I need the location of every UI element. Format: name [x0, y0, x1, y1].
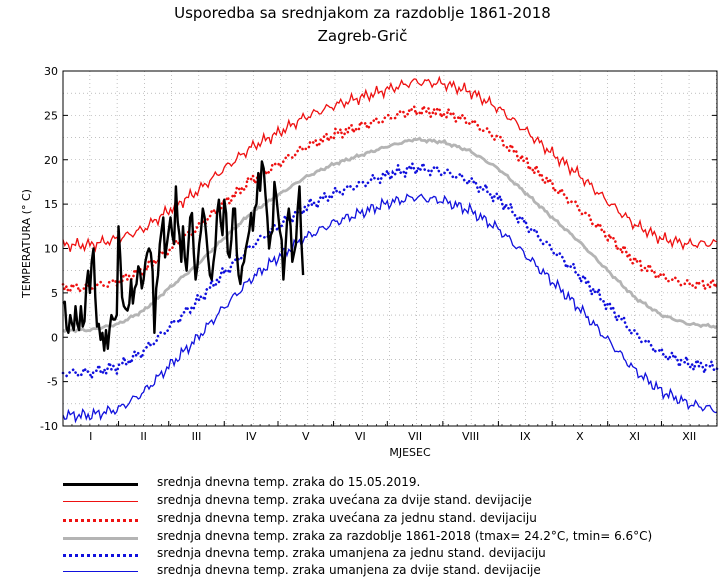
y-tick-label: -10 — [40, 420, 58, 433]
chart-subtitle: Zagreb-Grič — [317, 27, 408, 45]
x-tick-label: V — [302, 430, 310, 443]
x-tick-label: VII — [408, 430, 422, 443]
x-tick-label: VI — [355, 430, 366, 443]
legend-swatch — [63, 483, 138, 486]
y-tick-label: 25 — [44, 109, 58, 122]
y-tick-label: 20 — [44, 154, 58, 167]
x-tick-label: X — [576, 430, 584, 443]
series-plus-1sd-line — [61, 102, 719, 295]
legend-label: srednja dnevna temp. zraka umanjena za d… — [157, 563, 541, 577]
y-tick-label: 30 — [44, 65, 58, 78]
series-2019-line — [62, 160, 305, 352]
x-axis-label: MJESEC — [389, 446, 431, 459]
series-minus-1sd-line — [61, 158, 719, 383]
legend-swatch — [63, 537, 138, 540]
x-tick-label: II — [140, 430, 147, 443]
x-tick-label: III — [192, 430, 202, 443]
y-tick-label: 15 — [44, 198, 58, 211]
y-tick-label: -5 — [47, 376, 58, 389]
series-plus-2sd-line — [62, 75, 718, 253]
legend-label: srednja dnevna temp. zraka uvećana za je… — [157, 511, 537, 525]
y-tick-label: 0 — [51, 331, 58, 344]
legend-label: srednja dnevna temp. zraka uvećana za dv… — [157, 493, 532, 507]
y-tick-label: 5 — [51, 287, 58, 300]
x-tick-label: VIII — [462, 430, 479, 443]
x-tick-label: IV — [246, 430, 257, 443]
x-tick-label: XI — [629, 430, 640, 443]
legend-swatch — [63, 519, 138, 522]
legend-swatch — [63, 571, 138, 572]
legend-label: srednja dnevna temp. zraka umanjena za j… — [157, 546, 546, 560]
legend-label: srednja dnevna temp. zraka za razdoblje … — [157, 529, 653, 543]
series-mean-line — [62, 136, 718, 334]
x-tick-label: XII — [682, 430, 696, 443]
x-tick-label: IX — [520, 430, 531, 443]
series-minus-2sd-line — [62, 193, 718, 424]
legend-swatch — [63, 501, 138, 502]
legend-swatch — [63, 554, 138, 557]
legend-label: srednja dnevna temp. zraka do 15.05.2019… — [157, 475, 421, 489]
chart-title: Usporedba sa srednjakom za razdoblje 186… — [174, 4, 551, 22]
y-tick-label: 10 — [44, 243, 58, 256]
x-tick-label: I — [89, 430, 92, 443]
y-axis-label: TEMPERATURA (° C) — [20, 189, 33, 299]
